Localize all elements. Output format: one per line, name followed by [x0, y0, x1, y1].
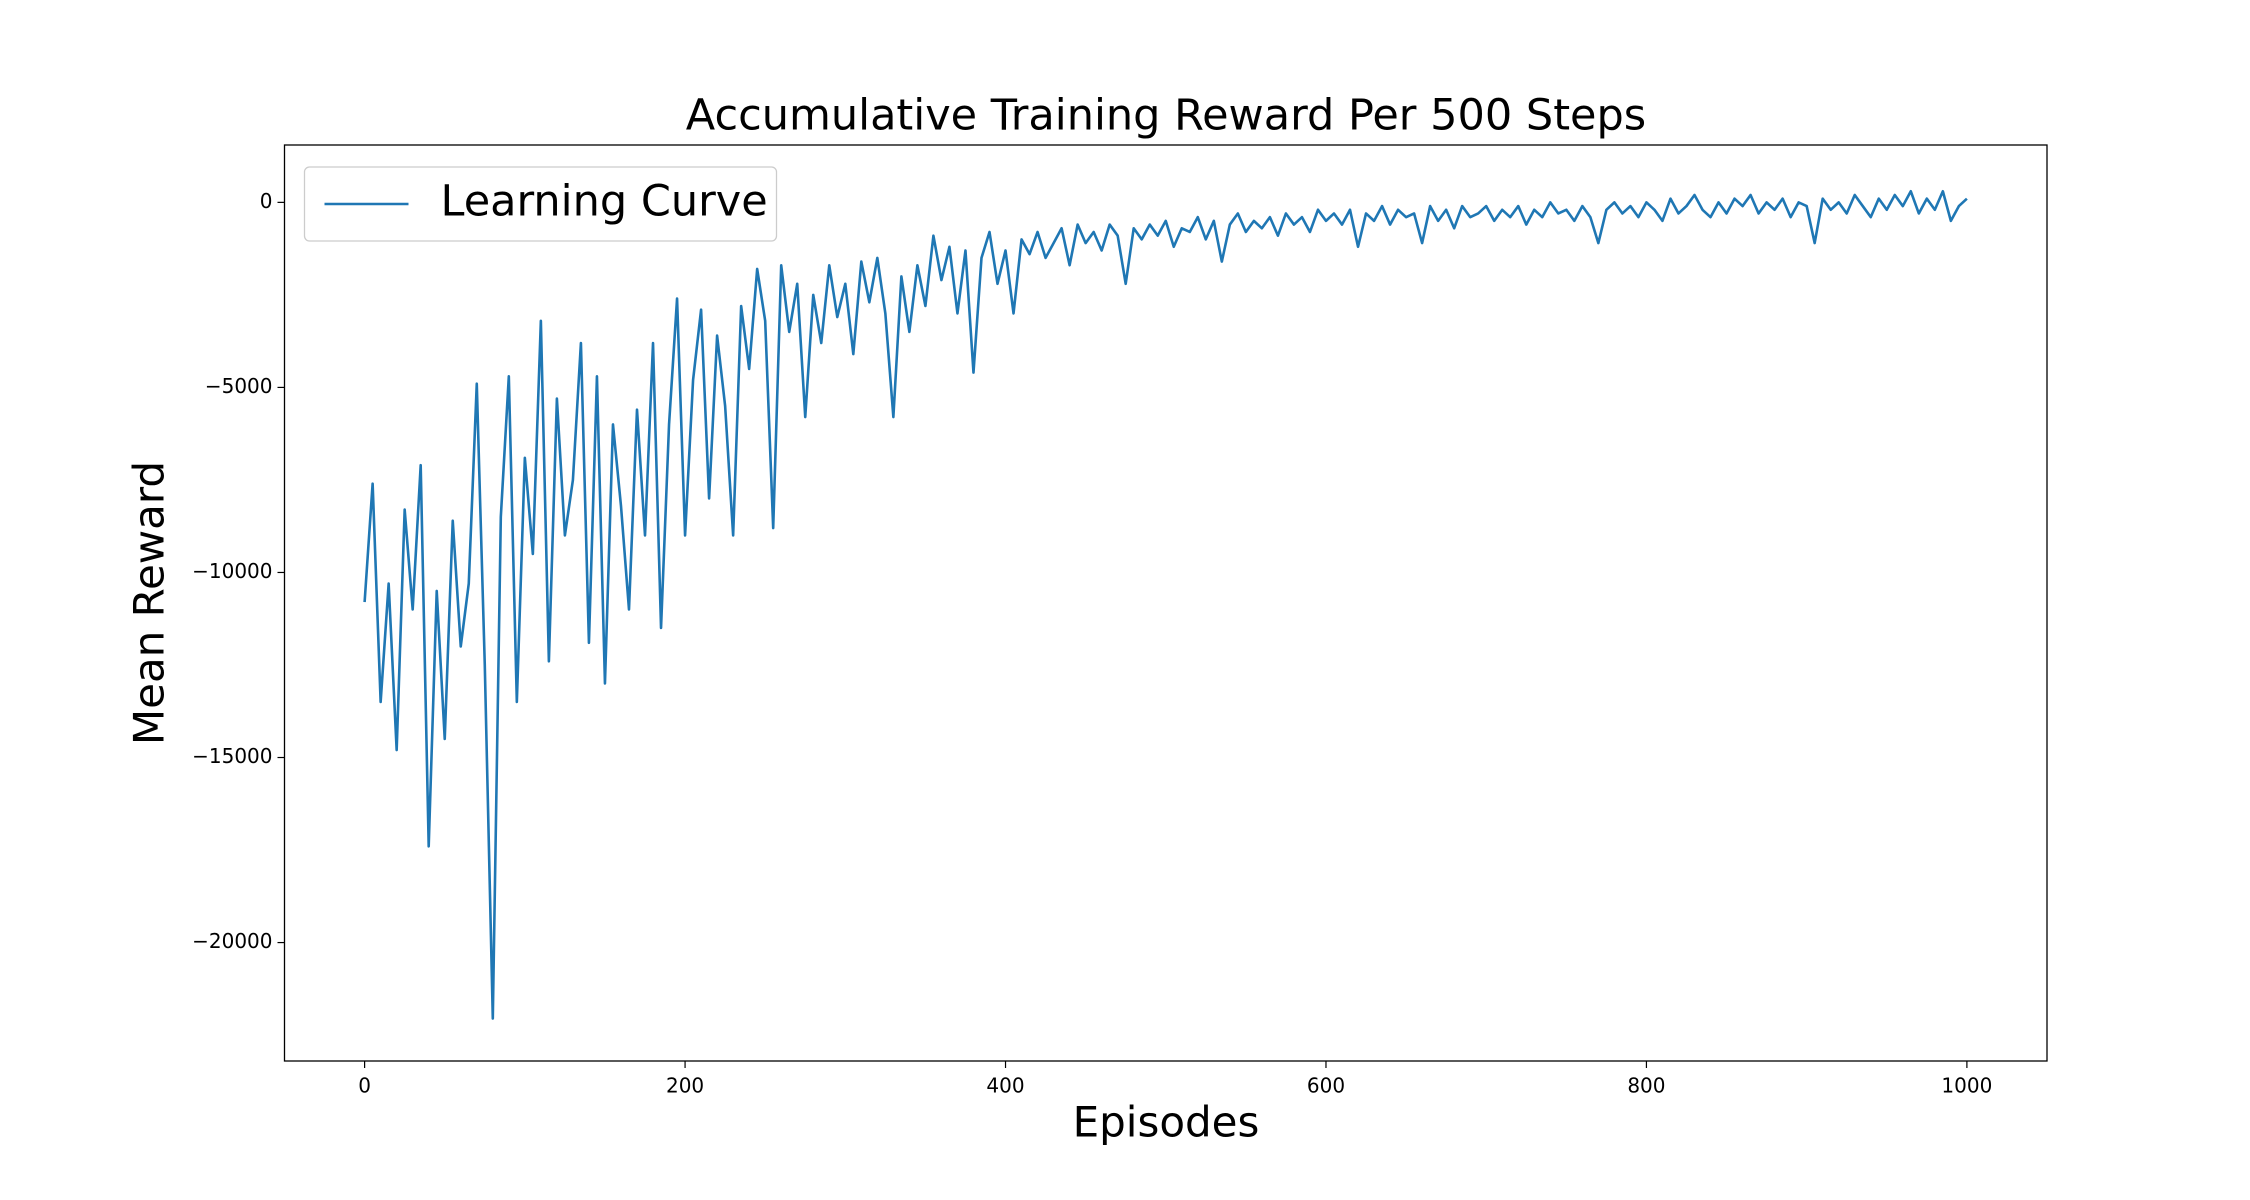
legend-label: Learning Curve	[441, 177, 768, 227]
x-tick-label: 400	[986, 1074, 1024, 1098]
y-tick-label: −5000	[205, 374, 273, 398]
line	[363, 189, 1968, 1020]
y-tick-label: 0	[260, 189, 273, 213]
y-tick-label: −10000	[192, 559, 272, 583]
x-tick-label: 0	[358, 1074, 371, 1098]
chart-title: Accumulative Training Reward Per 500 Ste…	[686, 91, 1646, 141]
x-tick-label: 800	[1627, 1074, 1665, 1098]
y-axis-label: Mean Reward	[125, 461, 174, 745]
plot-frame	[283, 144, 2048, 1062]
y-tick-label: −20000	[192, 929, 272, 953]
x-tick-label: 600	[1307, 1074, 1345, 1098]
x-axis-label: Episodes	[1073, 1098, 1260, 1147]
y-tick-label: −15000	[192, 744, 272, 768]
legend-box	[303, 166, 778, 242]
x-tick-label: 1000	[1941, 1074, 1992, 1098]
x-tick-label: 200	[666, 1074, 704, 1098]
